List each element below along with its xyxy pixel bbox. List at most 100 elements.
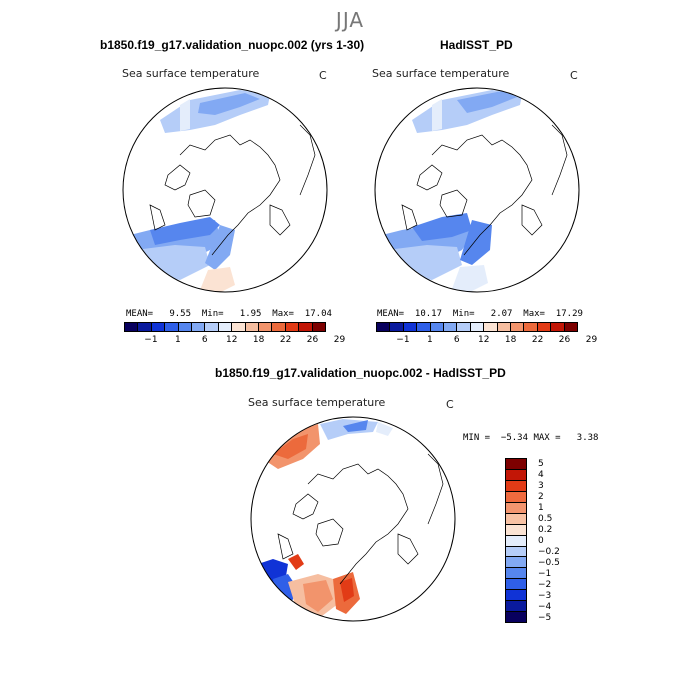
colorbar-tick-label: 2 — [538, 491, 544, 502]
colorbar-tick-label: 0.2 — [538, 524, 553, 535]
diff-map-coastlines — [277, 453, 444, 585]
colorbar-swatch — [417, 323, 431, 331]
colorbar-swatch — [272, 323, 286, 331]
colorbar-swatch — [444, 323, 458, 331]
diff-panel-subtitle: Sea surface temperature — [248, 396, 386, 409]
colorbar-swatch — [245, 323, 260, 331]
left-panel-subtitle: Sea surface temperature — [122, 67, 260, 80]
colorbar-tick-label: 6 — [201, 335, 208, 345]
colorbar-swatch — [506, 513, 526, 525]
colorbar-swatch — [484, 323, 498, 331]
colorbar-tick-label: −2 — [538, 579, 552, 590]
left-panel-unit: C — [319, 69, 327, 82]
season-title: JJA — [335, 8, 365, 32]
colorbar-swatch — [506, 601, 526, 613]
right-map — [374, 87, 580, 293]
colorbar-swatch — [506, 568, 526, 580]
left-colorbar-labels: −1 1 6 12 18 22 26 29 — [124, 335, 345, 347]
colorbar-tick-label: 5 — [538, 458, 544, 469]
colorbar-tick-label: 0.5 — [538, 513, 553, 524]
colorbar-tick-label: 6 — [453, 335, 460, 345]
colorbar-swatch — [165, 323, 179, 331]
colorbar-tick-label: −1 — [538, 568, 552, 579]
colorbar-tick-label: −0.2 — [538, 546, 560, 557]
colorbar-swatch — [403, 323, 418, 331]
colorbar-swatch — [564, 323, 578, 331]
colorbar-tick-label: 4 — [538, 469, 544, 480]
colorbar-swatch — [511, 323, 525, 331]
colorbar-swatch — [178, 323, 193, 331]
colorbar-tick-label: 12 — [225, 335, 238, 345]
colorbar-swatch — [506, 535, 526, 547]
colorbar-swatch — [285, 323, 300, 331]
left-panel-title: b1850.f19_g17.validation_nuopc.002 (yrs … — [100, 38, 365, 52]
colorbar-swatch — [506, 524, 526, 536]
diff-panel-title: b1850.f19_g17.validation_nuopc.002 - Had… — [215, 366, 506, 380]
diff-panel-stats: MIN = −5.34 MAX = 3.38 — [463, 433, 599, 443]
colorbar-swatch — [218, 323, 233, 331]
colorbar-swatch — [125, 323, 139, 331]
right-panel-subtitle: Sea surface temperature — [372, 67, 510, 80]
colorbar-swatch — [232, 323, 246, 331]
colorbar-tick-label: 22 — [279, 335, 292, 345]
colorbar-tick-label: 3 — [538, 480, 544, 491]
colorbar-swatch — [497, 323, 512, 331]
diff-colorbar-labels: 5 4 3 2 1 0.5 0.2 0 −0.2 −0.5 −1 −2 −3 −4 −5 — [538, 458, 578, 623]
right-colorbar-labels: −1 1 6 12 18 22 26 29 — [376, 335, 597, 347]
colorbar-tick-label: −4 — [538, 601, 552, 612]
right-panel-unit: C — [570, 69, 578, 82]
colorbar-swatch — [506, 469, 526, 481]
right-panel-stats: MEAN= 10.17 Min= 2.07 Max= 17.29 — [377, 309, 583, 319]
colorbar-tick-label: 0 — [538, 535, 544, 546]
colorbar-tick-label: 29 — [333, 335, 346, 345]
colorbar-swatch — [506, 590, 526, 602]
colorbar-swatch — [506, 459, 526, 470]
left-map-sst-field — [130, 90, 270, 292]
colorbar-swatch — [377, 323, 391, 331]
colorbar-tick-label: −5 — [538, 612, 552, 623]
diff-panel-unit: C — [446, 398, 454, 411]
colorbar-swatch — [430, 323, 445, 331]
colorbar-swatch — [299, 323, 313, 331]
colorbar-swatch — [506, 557, 526, 569]
colorbar-tick-label: −1 — [396, 335, 410, 345]
left-map-coastlines — [149, 124, 316, 256]
left-map — [122, 87, 328, 293]
colorbar-tick-label: −1 — [144, 335, 158, 345]
colorbar-swatch — [457, 323, 471, 331]
colorbar-tick-label: 26 — [306, 335, 319, 345]
colorbar-swatch — [390, 323, 404, 331]
right-colorbar — [376, 322, 578, 332]
colorbar-tick-label: −0.5 — [538, 557, 560, 568]
colorbar-swatch — [470, 323, 485, 331]
colorbar-swatch — [312, 323, 326, 331]
colorbar-tick-label: 18 — [504, 335, 517, 345]
colorbar-swatch — [506, 546, 526, 558]
colorbar-swatch — [205, 323, 219, 331]
colorbar-swatch — [192, 323, 206, 331]
colorbar-swatch — [138, 323, 152, 331]
colorbar-tick-label: −3 — [538, 590, 552, 601]
colorbar-swatch — [506, 480, 526, 492]
left-colorbar — [124, 322, 326, 332]
colorbar-tick-label: 26 — [558, 335, 571, 345]
colorbar-swatch — [524, 323, 538, 331]
colorbar-tick-label: 1 — [538, 502, 544, 513]
right-panel-title: HadISST_PD — [440, 38, 513, 52]
colorbar-swatch — [506, 491, 526, 503]
colorbar-swatch — [537, 323, 552, 331]
colorbar-swatch — [151, 323, 166, 331]
colorbar-tick-label: 29 — [585, 335, 598, 345]
colorbar-swatch — [259, 323, 273, 331]
colorbar-tick-label: 1 — [174, 335, 181, 345]
colorbar-tick-label: 12 — [477, 335, 490, 345]
colorbar-swatch — [506, 579, 526, 591]
colorbar-tick-label: 22 — [531, 335, 544, 345]
diff-colorbar — [505, 458, 527, 623]
diff-map — [250, 416, 456, 622]
colorbar-swatch — [506, 502, 526, 514]
left-panel-stats: MEAN= 9.55 Min= 1.95 Max= 17.04 — [126, 309, 332, 319]
colorbar-tick-label: 1 — [426, 335, 433, 345]
right-map-coastlines — [401, 124, 568, 256]
colorbar-tick-label: 18 — [252, 335, 265, 345]
